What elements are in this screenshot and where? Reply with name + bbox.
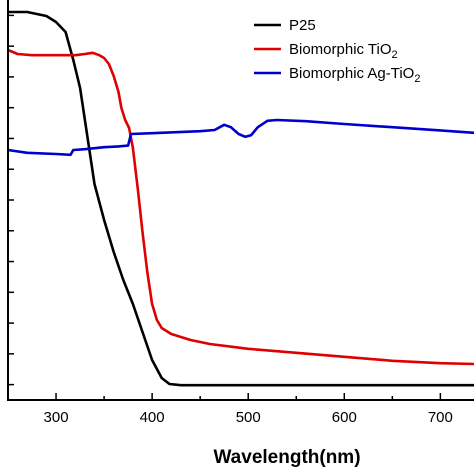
legend-label-biomorphic-tio2: Biomorphic TiO2: [289, 41, 398, 61]
series-line-biomorphic-ag-tio2: [7, 118, 474, 157]
series-line-p25: [8, 10, 474, 387]
x-tick-label: 500: [236, 409, 261, 426]
x-tick-label: 700: [428, 409, 453, 426]
series-line-biomorphic-tio2: [7, 48, 474, 366]
x-tick-label: 300: [44, 409, 69, 426]
x-tick-label: 600: [332, 409, 357, 426]
x-axis-title: Wavelength(nm): [213, 447, 360, 468]
legend: P25 Biomorphic TiO2 Biomorphic Ag-TiO2: [254, 17, 420, 85]
x-tick-label: 400: [140, 409, 165, 426]
ticks-layer: 300 400 500 600 700: [7, 14, 453, 426]
legend-label-p25: P25: [289, 17, 316, 34]
legend-label-biomorphic-ag-tio2: Biomorphic Ag-TiO2: [289, 65, 420, 85]
series-layer: [7, 10, 474, 387]
